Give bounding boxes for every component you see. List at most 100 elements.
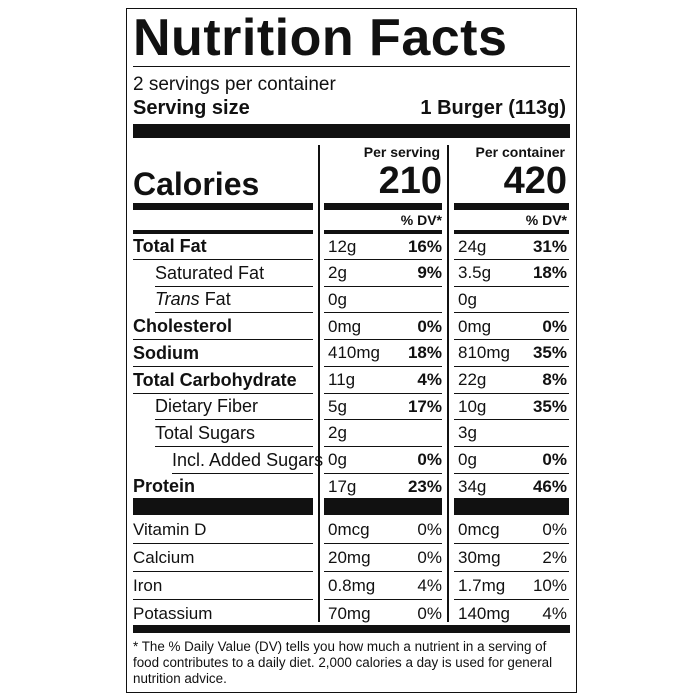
rule	[133, 203, 313, 210]
serving-size: 1 Burger (113g)	[420, 97, 566, 119]
amount: 30mg	[458, 547, 501, 567]
daily-value: 4%	[417, 370, 442, 389]
amount: 0g	[458, 289, 477, 309]
daily-value: 9%	[417, 263, 442, 283]
daily-value: 31%	[532, 236, 567, 256]
amount: 2g	[328, 423, 347, 443]
daily-value: 4%	[542, 603, 567, 623]
rule	[324, 203, 442, 210]
rule	[454, 543, 569, 544]
amount: 0mcg	[328, 519, 370, 539]
amount: 10g	[458, 396, 487, 416]
amount: 20mg	[328, 547, 371, 567]
rule	[324, 285, 442, 287]
rule	[324, 472, 442, 474]
daily-value: 4%	[417, 575, 442, 595]
rule	[454, 259, 569, 260]
rule	[447, 145, 449, 622]
rule	[324, 259, 442, 260]
rule	[454, 571, 569, 572]
daily-value: 0%	[417, 603, 442, 623]
amount: 410mg	[328, 343, 380, 363]
calories-value: 210	[378, 160, 442, 202]
rule	[324, 571, 442, 572]
daily-value: 35%	[532, 343, 567, 363]
rule	[454, 472, 569, 474]
amount: 3g	[458, 423, 477, 443]
daily-value: 0%	[417, 519, 442, 539]
footnote: * The % Daily Value (DV) tells you how m…	[133, 639, 553, 686]
nutrient-name: Cholesterol	[133, 316, 233, 337]
title: Nutrition Facts	[133, 9, 508, 67]
rule	[133, 230, 313, 234]
vitamin-name: Vitamin D	[133, 519, 207, 539]
rule	[133, 571, 313, 572]
rule	[133, 365, 313, 367]
nutrient-name: Trans Fat	[155, 290, 231, 308]
rule	[454, 392, 569, 394]
dv-header: % DV*	[400, 212, 442, 228]
rule	[454, 498, 569, 515]
calories-label: Calories	[133, 166, 260, 202]
daily-value: 2%	[542, 547, 567, 567]
vitamin-name: Calcium	[133, 547, 195, 567]
amount: 3.5g	[458, 263, 492, 283]
rule	[324, 339, 442, 341]
nutrient-name: Incl. Added Sugars	[172, 449, 324, 470]
amount: 12g	[328, 236, 357, 256]
rule	[324, 365, 442, 367]
amount: 24g	[458, 236, 487, 256]
nutrient-name-rest: Fat	[204, 289, 231, 310]
amount: 0g	[458, 450, 477, 470]
amount: 5g	[328, 396, 347, 416]
rule	[133, 599, 313, 600]
rule	[324, 312, 442, 314]
rule	[155, 419, 313, 421]
amount: 1.7mg	[458, 575, 506, 595]
rule	[454, 312, 569, 314]
rule	[324, 599, 442, 600]
nutrient-name: Total Fat	[133, 236, 207, 256]
rule	[324, 498, 442, 515]
rule	[454, 445, 569, 447]
rule	[155, 312, 313, 314]
daily-value: 8%	[542, 370, 567, 389]
vitamin-name: Iron	[133, 575, 163, 595]
nutrient-name: Total Sugars	[155, 422, 256, 443]
amount: 140mg	[458, 603, 510, 623]
rule	[454, 419, 569, 421]
daily-value: 18%	[407, 343, 442, 363]
rule	[133, 498, 313, 515]
column-header: Per container	[475, 144, 565, 160]
amount: 0g	[328, 289, 347, 309]
dv-header: % DV*	[525, 212, 567, 228]
rule	[324, 445, 442, 447]
daily-value: 0%	[417, 316, 442, 336]
calories-value: 420	[503, 160, 567, 202]
rule	[133, 259, 313, 260]
nutrient-name: Protein	[133, 476, 196, 497]
rule	[155, 445, 313, 447]
amount: 0g	[328, 450, 347, 470]
rule	[133, 66, 570, 67]
daily-value: 0%	[542, 316, 567, 336]
rule	[454, 285, 569, 287]
rule	[133, 339, 313, 341]
amount: 22g	[458, 370, 487, 389]
rule	[454, 230, 569, 234]
rule	[133, 625, 570, 633]
daily-value: 46%	[532, 476, 567, 496]
daily-value: 0%	[542, 519, 567, 539]
vitamin-name: Potassium	[133, 603, 213, 623]
italic-prefix: Trans	[155, 289, 200, 310]
rule	[172, 472, 313, 474]
amount: 0mg	[458, 316, 492, 336]
nutrient-name: Total Carbohydrate	[133, 369, 297, 390]
rule	[155, 285, 313, 287]
rule	[318, 145, 320, 622]
daily-value: 0%	[417, 547, 442, 567]
serving-size-label: Serving size	[133, 97, 250, 119]
amount: 70mg	[328, 603, 371, 623]
amount: 0mcg	[458, 519, 500, 539]
